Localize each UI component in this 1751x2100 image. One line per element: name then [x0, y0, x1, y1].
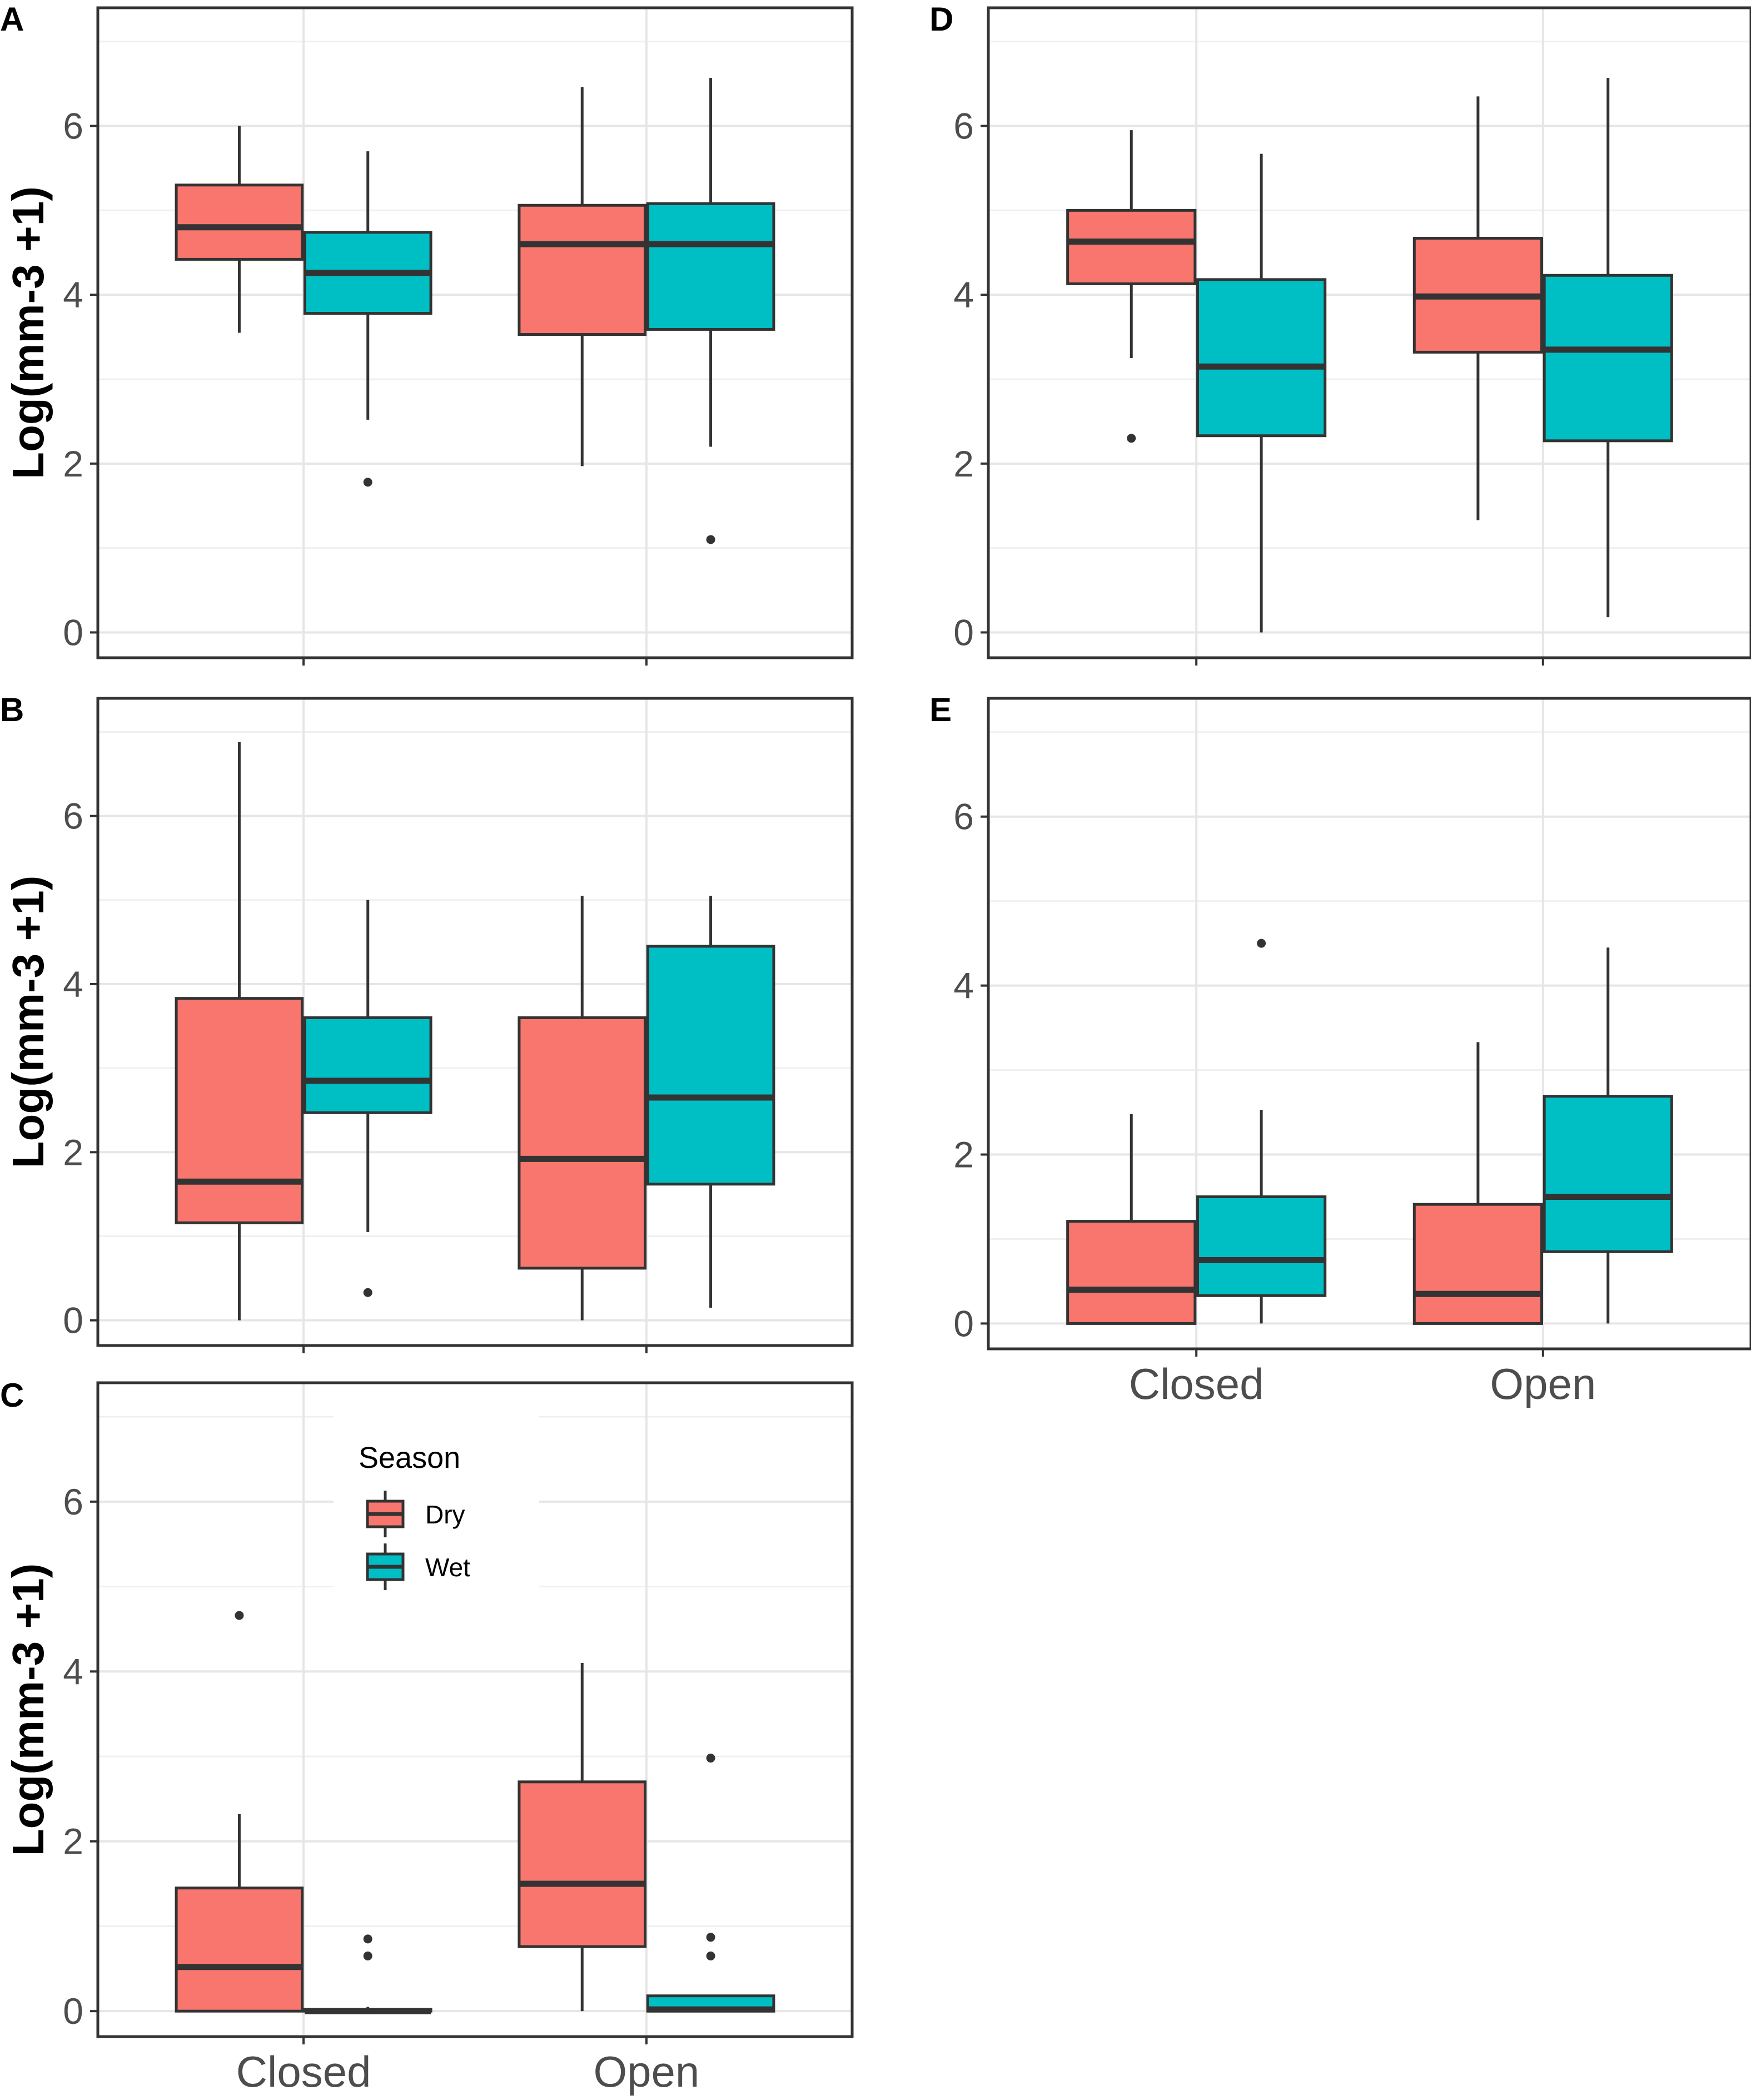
- outlier-point: [706, 1951, 715, 1960]
- outlier-point: [363, 478, 372, 487]
- box-dry-open: [518, 87, 647, 466]
- outlier-point: [363, 1288, 372, 1297]
- box-body: [1066, 208, 1197, 285]
- box-wet-open: [646, 896, 775, 1308]
- y-tick-label: 4: [953, 274, 974, 315]
- x-tick-label: Closed: [236, 2047, 371, 2096]
- box-body: [646, 202, 775, 331]
- box-body: [518, 1016, 647, 1270]
- y-tick-label: 4: [63, 964, 83, 1005]
- box-dry-open: [518, 1663, 647, 2012]
- box-body: [518, 203, 647, 336]
- panel-C: 0 2 4 6 Closed Open Log(mm-3 +1) C Season Dry Wet: [0, 1377, 854, 2096]
- box-dry-open: [1412, 1042, 1543, 1325]
- y-tick-label: 2: [63, 443, 83, 484]
- panel-letter-E: E: [929, 691, 952, 728]
- box-body: [1412, 1203, 1543, 1325]
- box-body: [175, 183, 304, 261]
- panel-letter-A: A: [0, 1, 24, 38]
- box-wet-closed: [1196, 939, 1327, 1324]
- box-body: [175, 1886, 304, 2013]
- outlier-point: [706, 1754, 715, 1763]
- y-tick-label: 0: [63, 1300, 83, 1341]
- outlier-point: [1127, 434, 1136, 443]
- box-body: [175, 997, 304, 1224]
- box-body: [1196, 1195, 1327, 1297]
- box-body: [646, 945, 775, 1186]
- y-axis-title: Log(mm-3 +1): [3, 1563, 53, 1856]
- outlier-point: [363, 1934, 372, 1944]
- y-tick-label: 0: [953, 1303, 974, 1344]
- box-wet-closed: [303, 151, 432, 487]
- panel-border: [987, 6, 1751, 659]
- box-dry-closed: [175, 126, 304, 333]
- panel-letter-C: C: [0, 1377, 24, 1414]
- y-tick-label: 2: [63, 1131, 83, 1173]
- box-wet-open: [1543, 947, 1673, 1324]
- box-body: [1543, 274, 1673, 443]
- box-dry-open: [518, 896, 647, 1320]
- box-wet-open: [646, 1754, 775, 2013]
- box-body: [1196, 278, 1327, 438]
- box-dry-closed: [175, 1611, 304, 2013]
- x-tick-label: Closed: [1129, 1359, 1264, 1408]
- y-tick-label: 6: [953, 106, 974, 147]
- panel-D: 0 2 4 6 D: [929, 1, 1751, 666]
- panel-border: [96, 6, 854, 659]
- box-wet-closed: [303, 1934, 432, 2014]
- y-tick-label: 6: [63, 796, 83, 837]
- panel-letter-D: D: [929, 1, 953, 38]
- panel-letter-B: B: [0, 691, 24, 728]
- outlier-point: [235, 1611, 244, 1620]
- legend-label-dry: Dry: [425, 1500, 465, 1529]
- box-body: [518, 1780, 647, 1948]
- outlier-point: [706, 1933, 715, 1942]
- box-body: [1066, 1220, 1197, 1325]
- outlier-point: [1257, 939, 1266, 948]
- x-tick-label: Open: [1490, 1359, 1596, 1408]
- panel-border: [96, 1381, 854, 2038]
- legend: Season Dry Wet: [334, 1411, 539, 1595]
- y-axis-title: Log(mm-3 +1): [3, 186, 53, 479]
- box-body: [303, 1016, 432, 1114]
- panel-E: 0 2 4 6 Closed Open E: [929, 691, 1751, 1408]
- x-tick-label: Open: [594, 2047, 700, 2096]
- legend-label-wet: Wet: [425, 1553, 470, 1582]
- box-wet-open: [1543, 78, 1673, 618]
- y-tick-label: 0: [953, 612, 974, 653]
- outlier-point: [363, 1951, 372, 1960]
- box-body: [1543, 1095, 1673, 1253]
- panel-border: [987, 697, 1751, 1351]
- y-tick-label: 4: [953, 965, 974, 1006]
- y-tick-label: 6: [953, 796, 974, 837]
- box-dry-open: [1412, 96, 1543, 520]
- y-tick-label: 4: [63, 1651, 83, 1692]
- panel-background: [98, 8, 852, 658]
- y-tick-label: 4: [63, 274, 83, 315]
- box-wet-closed: [303, 900, 432, 1297]
- y-tick-label: 2: [953, 443, 974, 484]
- y-tick-label: 0: [63, 1990, 83, 2032]
- y-tick-label: 2: [953, 1134, 974, 1175]
- y-axis-title: Log(mm-3 +1): [3, 876, 53, 1169]
- box-dry-closed: [175, 742, 304, 1320]
- y-tick-label: 6: [63, 106, 83, 147]
- box-wet-closed: [1196, 153, 1327, 633]
- legend-title: Season: [359, 1441, 460, 1475]
- y-tick-label: 0: [63, 612, 83, 653]
- panel-border: [96, 697, 854, 1347]
- y-tick-label: 6: [63, 1481, 83, 1522]
- box-wet-open: [646, 78, 775, 544]
- box-dry-closed: [1066, 130, 1197, 443]
- y-tick-label: 2: [63, 1821, 83, 1862]
- box-dry-closed: [1066, 1114, 1197, 1325]
- outlier-point: [706, 535, 715, 544]
